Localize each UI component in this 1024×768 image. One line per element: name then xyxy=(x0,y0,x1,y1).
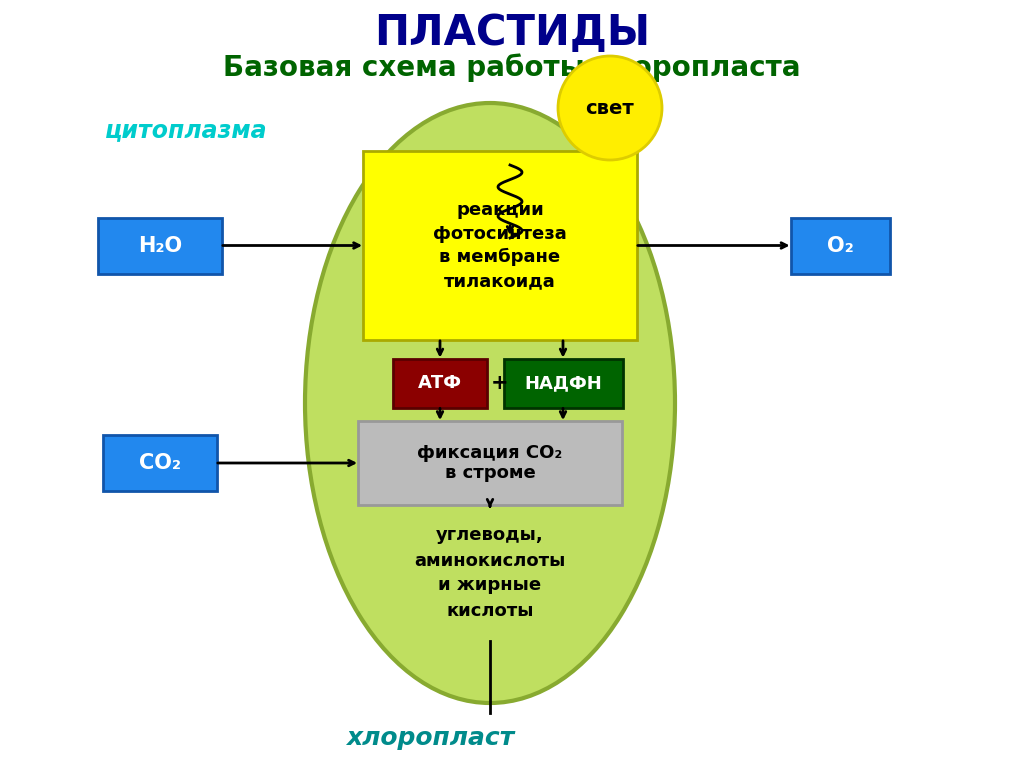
Text: ПЛАСТИДЫ: ПЛАСТИДЫ xyxy=(374,12,650,54)
Text: углеводы,
аминокислоты
и жирные
кислоты: углеводы, аминокислоты и жирные кислоты xyxy=(415,527,565,620)
Text: фиксация CO₂
в строме: фиксация CO₂ в строме xyxy=(418,444,562,482)
Ellipse shape xyxy=(305,103,675,703)
Text: хлоропласт: хлоропласт xyxy=(346,726,514,750)
FancyBboxPatch shape xyxy=(98,217,222,273)
Text: АТФ: АТФ xyxy=(418,374,462,392)
FancyBboxPatch shape xyxy=(103,435,217,491)
Text: CO₂: CO₂ xyxy=(139,453,181,473)
Text: НАДФН: НАДФН xyxy=(524,374,602,392)
Text: свет: свет xyxy=(586,98,635,118)
Text: Базовая схема работы хлоропласта: Базовая схема работы хлоропласта xyxy=(223,54,801,82)
Text: +: + xyxy=(492,373,509,393)
Text: реакции
фотосинтеза
в мембране
тилакоида: реакции фотосинтеза в мембране тилакоида xyxy=(433,201,567,290)
Text: H₂O: H₂O xyxy=(138,236,182,256)
FancyBboxPatch shape xyxy=(791,217,890,273)
Text: O₂: O₂ xyxy=(826,236,853,256)
FancyBboxPatch shape xyxy=(504,359,623,408)
Circle shape xyxy=(558,56,662,160)
FancyBboxPatch shape xyxy=(358,421,622,505)
Text: цитоплазма: цитоплазма xyxy=(105,118,267,142)
FancyBboxPatch shape xyxy=(362,151,637,340)
FancyBboxPatch shape xyxy=(393,359,487,408)
